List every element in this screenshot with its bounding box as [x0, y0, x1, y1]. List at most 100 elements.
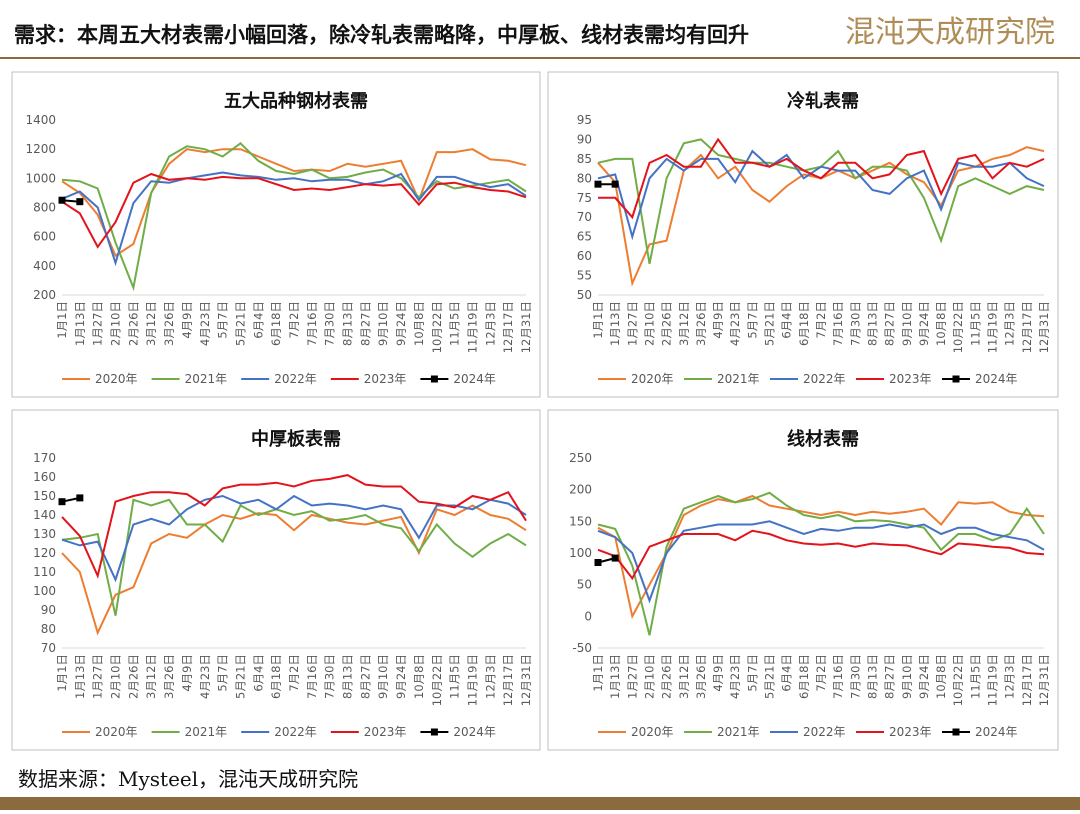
x-tick-label: 1月1日 — [591, 654, 605, 692]
x-tick-label: 9月10日 — [376, 654, 390, 699]
x-tick-label: 4月9日 — [711, 654, 725, 692]
x-tick-label: 7月16日 — [305, 654, 319, 699]
x-tick-label: 8月13日 — [341, 301, 355, 346]
legend-label: 2024年 — [453, 725, 496, 739]
y-tick-label: 400 — [33, 259, 56, 273]
x-tick-label: 6月4日 — [780, 301, 794, 339]
x-tick-label: 1月27日 — [91, 301, 105, 346]
x-tick-label: 2月10日 — [109, 301, 123, 346]
x-tick-label: 5月7日 — [745, 654, 759, 692]
x-tick-label: 2月10日 — [642, 301, 656, 346]
series-line — [597, 529, 1045, 581]
x-tick-label: 6月4日 — [251, 301, 265, 339]
legend-label: 2020年 — [95, 725, 138, 739]
x-tick-label: 3月12日 — [677, 301, 691, 346]
x-tick-label: 10月8日 — [412, 301, 426, 346]
x-tick-label: 10月22日 — [430, 301, 444, 353]
x-tick-label: 1月27日 — [625, 654, 639, 699]
point-marker — [611, 554, 619, 562]
y-tick-label: 160 — [33, 470, 56, 484]
x-tick-label: 10月22日 — [951, 301, 965, 353]
x-tick-label: 5月21日 — [763, 301, 777, 346]
y-tick-label: 150 — [569, 514, 592, 528]
y-tick-label: 130 — [33, 527, 56, 541]
y-tick-label: 100 — [33, 584, 56, 598]
x-tick-label: 9月24日 — [917, 301, 931, 346]
x-tick-label: 3月26日 — [694, 654, 708, 699]
x-tick-label: 1月13日 — [608, 654, 622, 699]
y-tick-label: 1000 — [25, 171, 56, 185]
y-tick-label: 140 — [33, 508, 56, 522]
x-tick-label: 10月8日 — [412, 654, 426, 699]
series-line — [61, 474, 527, 579]
x-tick-label: 9月10日 — [900, 654, 914, 699]
x-tick-label: 10月22日 — [951, 654, 965, 706]
y-tick-label: 150 — [33, 489, 56, 503]
x-tick-label: 12月3日 — [483, 301, 497, 346]
x-tick-label: 7月2日 — [814, 301, 828, 339]
legend-label: 2022年 — [274, 725, 317, 739]
y-tick-label: 1400 — [25, 113, 56, 127]
y-tick-label: 50 — [577, 578, 592, 592]
y-tick-label: 80 — [41, 622, 56, 636]
footer-bar — [0, 797, 1080, 810]
x-tick-label: 8月27日 — [883, 301, 897, 346]
x-tick-label: 6月18日 — [797, 654, 811, 699]
legend-label: 2023年 — [889, 725, 932, 739]
x-tick-label: 12月3日 — [1003, 654, 1017, 699]
series-line — [597, 149, 1045, 241]
x-tick-label: 8月27日 — [358, 301, 372, 346]
y-tick-label: 65 — [577, 230, 592, 244]
y-tick-label: 70 — [577, 210, 592, 224]
source-note: 数据来源：Mysteel，混沌天成研究院 — [18, 767, 358, 791]
point-marker — [594, 559, 602, 566]
point-marker — [611, 180, 619, 188]
x-tick-label: 7月16日 — [305, 301, 319, 346]
y-tick-label: 250 — [569, 451, 592, 465]
y-tick-label: 50 — [577, 288, 592, 302]
x-tick-label: 12月31日 — [1037, 654, 1051, 706]
y-tick-label: 85 — [577, 152, 592, 166]
y-tick-label: 200 — [569, 483, 592, 497]
x-tick-label: 7月2日 — [814, 654, 828, 692]
series-line — [61, 172, 527, 249]
x-tick-label: 10月8日 — [934, 301, 948, 346]
x-tick-label: 8月27日 — [358, 654, 372, 699]
x-tick-label: 6月4日 — [251, 654, 265, 692]
x-tick-label: 5月21日 — [233, 301, 247, 346]
y-tick-label: 100 — [569, 546, 592, 560]
x-tick-label: 3月26日 — [162, 654, 176, 699]
x-tick-label: 5月7日 — [216, 654, 230, 692]
point-marker — [76, 494, 84, 502]
x-tick-label: 7月16日 — [831, 654, 845, 699]
x-tick-label: 3月12日 — [144, 301, 158, 346]
x-tick-label: 11月19日 — [986, 654, 1000, 706]
x-tick-label: 9月24日 — [917, 654, 931, 699]
legend-marker — [952, 728, 960, 736]
x-tick-label: 5月7日 — [216, 301, 230, 339]
y-tick-label: 800 — [33, 201, 56, 215]
chart-panel — [11, 409, 541, 751]
x-tick-label: 2月10日 — [642, 654, 656, 699]
legend-label: 2020年 — [631, 372, 674, 386]
series-line — [597, 494, 1045, 620]
x-tick-label: 4月9日 — [180, 301, 194, 339]
y-tick-label: 120 — [33, 546, 56, 560]
y-tick-label: 55 — [577, 269, 592, 283]
chart-panel — [547, 409, 1059, 751]
y-tick-label: 170 — [33, 451, 56, 465]
page-title: 需求：本周五大材表需小幅回落，除冷轧表需略降，中厚板、线材表需均有回升 — [14, 22, 749, 47]
x-tick-label: 10月22日 — [430, 654, 444, 706]
x-tick-label: 11月5日 — [968, 654, 982, 699]
x-tick-label: 1月1日 — [591, 301, 605, 339]
point-marker — [58, 498, 66, 506]
x-tick-label: 4月23日 — [728, 654, 742, 699]
x-tick-label: 4月9日 — [711, 301, 725, 339]
series-line — [61, 141, 527, 292]
legend-label: 2021年 — [185, 372, 228, 386]
x-tick-label: 3月26日 — [694, 301, 708, 346]
x-tick-label: 1月1日 — [55, 301, 69, 339]
y-tick-label: 60 — [577, 249, 592, 263]
legend-label: 2021年 — [717, 725, 760, 739]
